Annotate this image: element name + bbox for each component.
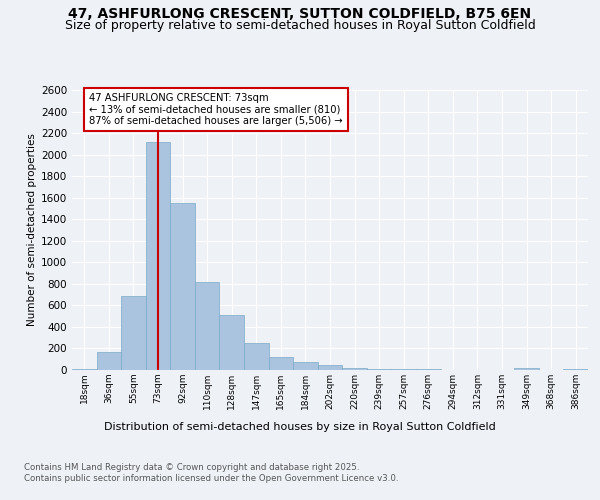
Bar — [318, 364, 342, 370]
Y-axis label: Number of semi-detached properties: Number of semi-detached properties — [27, 134, 37, 326]
Bar — [195, 282, 220, 370]
Text: 47 ASHFURLONG CRESCENT: 73sqm
← 13% of semi-detached houses are smaller (810)
87: 47 ASHFURLONG CRESCENT: 73sqm ← 13% of s… — [89, 93, 343, 126]
Bar — [121, 296, 146, 370]
Bar — [146, 142, 170, 370]
Text: Contains HM Land Registry data © Crown copyright and database right 2025.: Contains HM Land Registry data © Crown c… — [24, 462, 359, 471]
Bar — [220, 314, 244, 370]
Text: Contains public sector information licensed under the Open Government Licence v3: Contains public sector information licen… — [24, 474, 398, 483]
Bar — [514, 368, 539, 370]
Bar — [170, 203, 195, 370]
Bar — [293, 362, 318, 370]
Bar — [367, 369, 391, 370]
Text: Size of property relative to semi-detached houses in Royal Sutton Coldfield: Size of property relative to semi-detach… — [65, 18, 535, 32]
Text: 47, ASHFURLONG CRESCENT, SUTTON COLDFIELD, B75 6EN: 47, ASHFURLONG CRESCENT, SUTTON COLDFIEL… — [68, 8, 532, 22]
Bar — [269, 357, 293, 370]
Text: Distribution of semi-detached houses by size in Royal Sutton Coldfield: Distribution of semi-detached houses by … — [104, 422, 496, 432]
Bar — [72, 369, 97, 370]
Bar — [342, 368, 367, 370]
Bar — [244, 343, 269, 370]
Bar — [97, 352, 121, 370]
